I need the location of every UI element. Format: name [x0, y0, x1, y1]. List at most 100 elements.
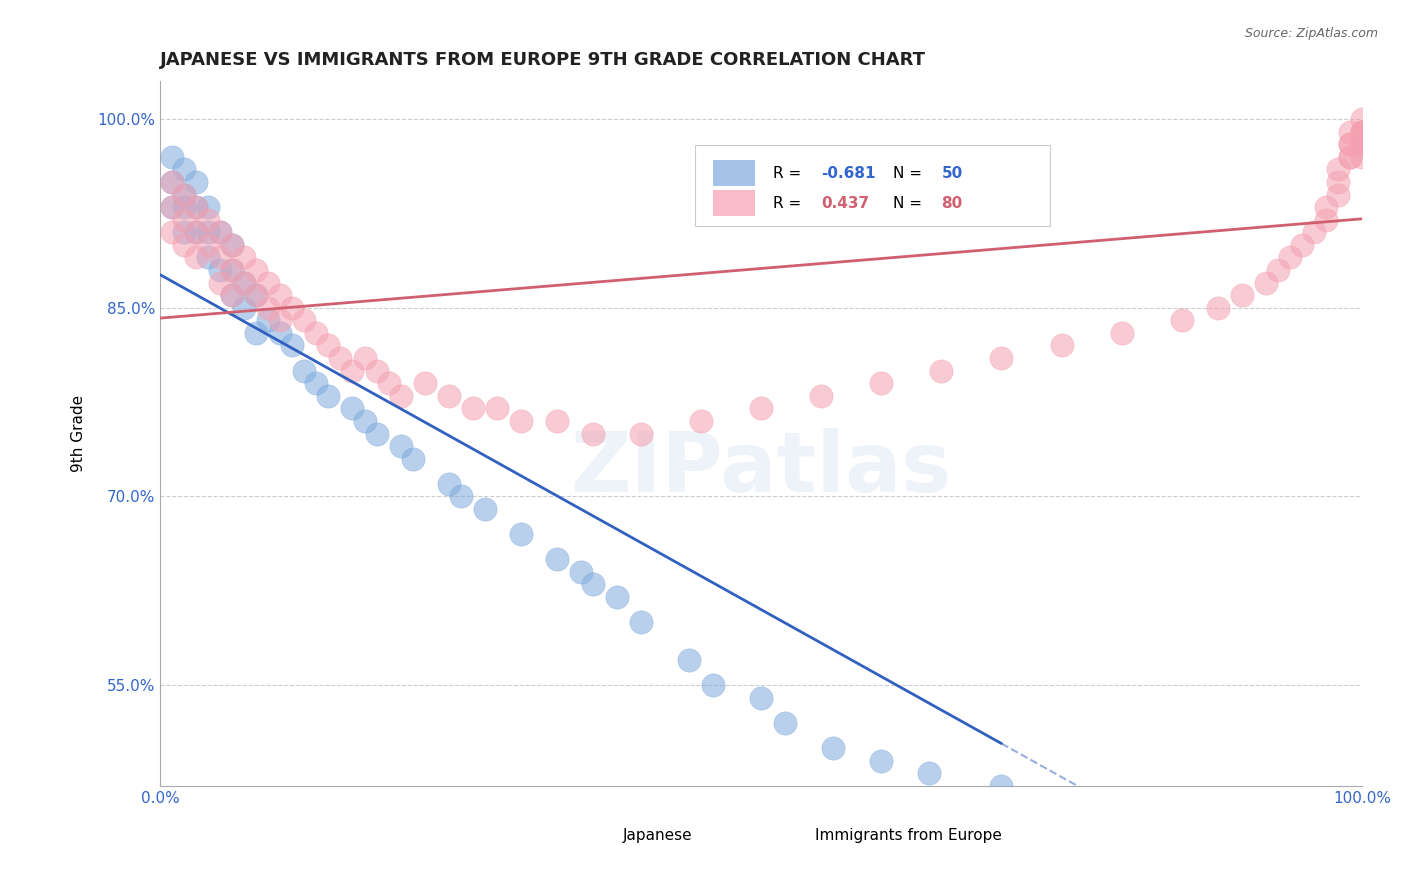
Text: Japanese: Japanese — [623, 828, 693, 843]
Point — [582, 577, 605, 591]
Point — [1351, 137, 1374, 152]
Bar — [713, 190, 755, 216]
Point — [233, 251, 256, 265]
Point — [160, 225, 183, 239]
Point — [1339, 125, 1361, 139]
Point — [221, 238, 243, 252]
Point — [366, 426, 388, 441]
Bar — [695, 145, 1049, 226]
Point — [509, 527, 531, 541]
Text: JAPANESE VS IMMIGRANTS FROM EUROPE 9TH GRADE CORRELATION CHART: JAPANESE VS IMMIGRANTS FROM EUROPE 9TH G… — [160, 51, 927, 69]
Point — [823, 741, 845, 756]
Point — [773, 715, 796, 730]
Point — [1351, 125, 1374, 139]
Point — [342, 401, 364, 416]
Point — [329, 351, 352, 365]
Point — [221, 238, 243, 252]
Text: 0.437: 0.437 — [821, 195, 869, 211]
Point — [1050, 338, 1073, 352]
Point — [257, 276, 280, 290]
Point — [197, 238, 219, 252]
Bar — [713, 161, 755, 186]
Point — [160, 200, 183, 214]
Point — [1351, 112, 1374, 127]
Point — [233, 301, 256, 315]
Point — [870, 376, 893, 391]
Point — [197, 225, 219, 239]
Y-axis label: 9th Grade: 9th Grade — [72, 395, 86, 472]
Bar — [581, 824, 610, 846]
Text: Source: ZipAtlas.com: Source: ZipAtlas.com — [1244, 27, 1378, 40]
Point — [173, 225, 195, 239]
Point — [186, 200, 208, 214]
Point — [209, 263, 232, 277]
Point — [209, 276, 232, 290]
Point — [281, 338, 304, 352]
Point — [197, 251, 219, 265]
Point — [702, 678, 724, 692]
Point — [1254, 276, 1277, 290]
Point — [281, 301, 304, 315]
Point — [342, 364, 364, 378]
Point — [173, 212, 195, 227]
Point — [870, 754, 893, 768]
Point — [1327, 162, 1350, 177]
Point — [377, 376, 399, 391]
Text: Immigrants from Europe: Immigrants from Europe — [815, 828, 1002, 843]
Text: N =: N = — [893, 166, 927, 180]
Point — [1351, 125, 1374, 139]
Point — [546, 414, 568, 428]
Point — [318, 338, 340, 352]
Point — [173, 162, 195, 177]
Point — [1278, 251, 1301, 265]
Point — [1351, 137, 1374, 152]
Point — [1206, 301, 1229, 315]
Point — [1230, 288, 1253, 302]
Point — [233, 276, 256, 290]
Text: 50: 50 — [942, 166, 963, 180]
Point — [173, 187, 195, 202]
Point — [630, 426, 652, 441]
Point — [221, 288, 243, 302]
Point — [546, 552, 568, 566]
Point — [245, 326, 267, 340]
Point — [582, 426, 605, 441]
Text: ZIPatlas: ZIPatlas — [571, 428, 952, 509]
Point — [606, 590, 628, 604]
Point — [353, 414, 375, 428]
Point — [1339, 137, 1361, 152]
Point — [1315, 200, 1337, 214]
Point — [1351, 150, 1374, 164]
Text: -0.681: -0.681 — [821, 166, 876, 180]
Point — [269, 288, 291, 302]
Point — [437, 389, 460, 403]
Point — [160, 150, 183, 164]
Point — [186, 225, 208, 239]
Text: R =: R = — [773, 195, 806, 211]
Point — [389, 389, 412, 403]
Point — [1291, 238, 1313, 252]
Text: R =: R = — [773, 166, 806, 180]
Point — [485, 401, 508, 416]
Point — [1351, 125, 1374, 139]
Point — [1339, 150, 1361, 164]
Point — [810, 389, 832, 403]
Point — [678, 653, 700, 667]
Point — [245, 263, 267, 277]
Point — [569, 565, 592, 579]
Point — [1351, 137, 1374, 152]
Point — [209, 251, 232, 265]
Point — [1351, 137, 1374, 152]
Point — [173, 187, 195, 202]
Point — [257, 301, 280, 315]
Point — [221, 288, 243, 302]
Point — [990, 351, 1012, 365]
Point — [437, 476, 460, 491]
Point — [749, 401, 772, 416]
Point — [294, 313, 316, 327]
Point — [630, 615, 652, 630]
Point — [990, 779, 1012, 793]
Point — [233, 276, 256, 290]
Point — [1267, 263, 1289, 277]
Point — [294, 364, 316, 378]
